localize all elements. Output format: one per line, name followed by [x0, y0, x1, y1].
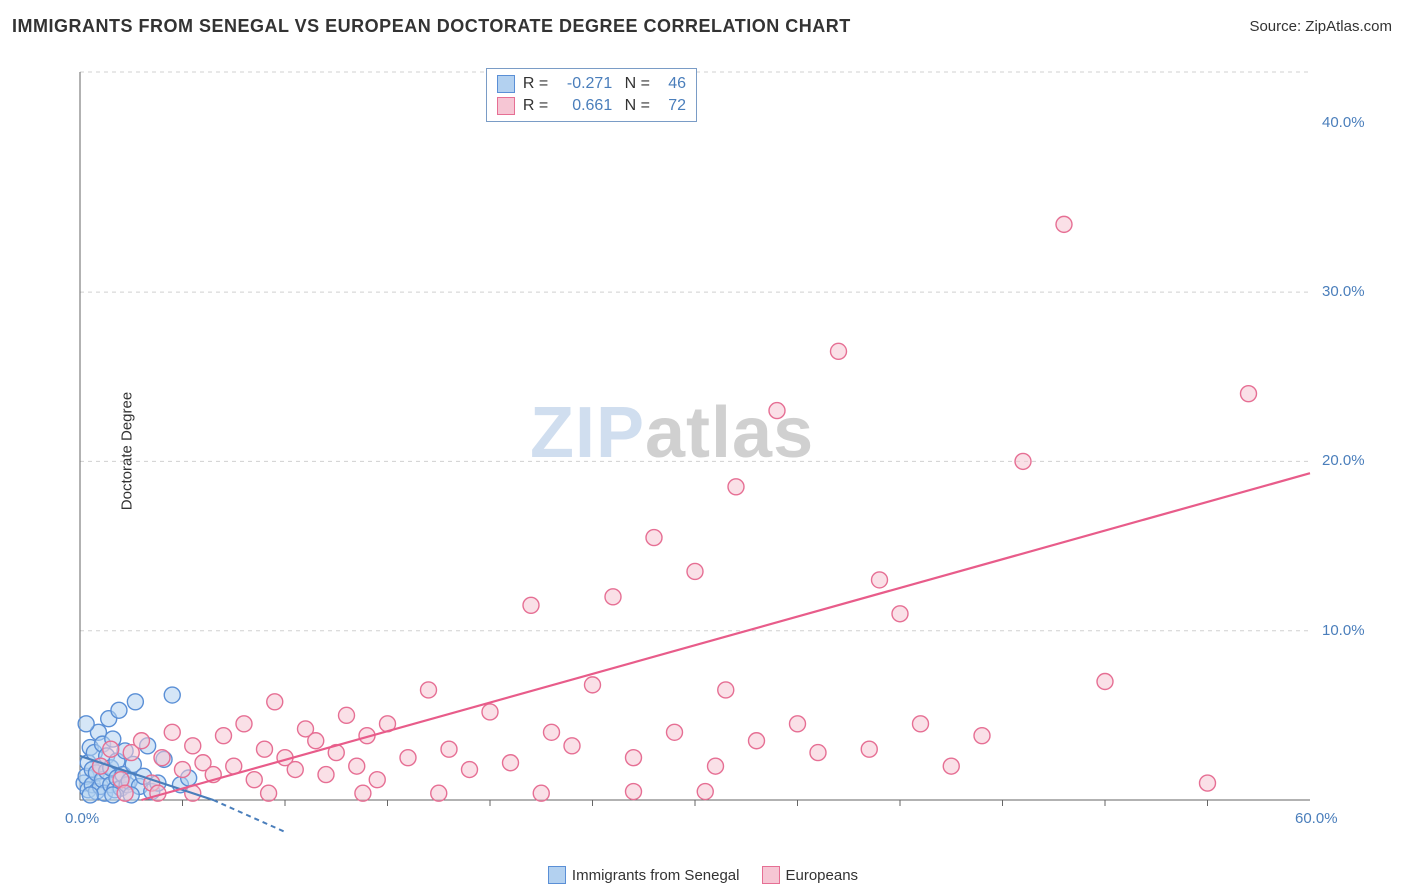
- y-tick-label: 20.0%: [1322, 452, 1365, 469]
- data-point-europeans: [1200, 775, 1216, 791]
- n-value-europeans: 72: [658, 95, 686, 117]
- data-point-europeans: [626, 784, 642, 800]
- data-point-europeans: [349, 758, 365, 774]
- data-point-europeans: [318, 767, 334, 783]
- data-point-europeans: [523, 597, 539, 613]
- data-point-europeans: [769, 403, 785, 419]
- data-point-europeans: [533, 785, 549, 801]
- n-value-senegal: 46: [658, 73, 686, 95]
- data-point-europeans: [667, 724, 683, 740]
- data-point-europeans: [482, 704, 498, 720]
- data-point-europeans: [355, 785, 371, 801]
- data-point-europeans: [974, 728, 990, 744]
- r-label: R =: [523, 95, 548, 117]
- data-point-europeans: [431, 785, 447, 801]
- data-point-europeans: [605, 589, 621, 605]
- chart-svg: [50, 62, 1380, 840]
- data-point-europeans: [626, 750, 642, 766]
- data-point-europeans: [246, 772, 262, 788]
- y-tick-label: 30.0%: [1322, 283, 1365, 300]
- data-point-europeans: [728, 479, 744, 495]
- n-label: N =: [620, 95, 650, 117]
- data-point-europeans: [134, 733, 150, 749]
- data-point-europeans: [749, 733, 765, 749]
- chart-title: IMMIGRANTS FROM SENEGAL VS EUROPEAN DOCT…: [12, 16, 851, 37]
- data-point-europeans: [708, 758, 724, 774]
- legend-row-senegal: R = -0.271 N = 46: [497, 73, 686, 95]
- y-axis-label: Doctorate Degree: [119, 392, 136, 510]
- data-point-europeans: [1015, 453, 1031, 469]
- data-point-europeans: [261, 785, 277, 801]
- r-label: R =: [523, 73, 548, 95]
- data-point-europeans: [810, 745, 826, 761]
- plot-area: Doctorate Degree ZIPatlas R = -0.271 N =…: [50, 62, 1380, 840]
- data-point-europeans: [585, 677, 601, 693]
- y-tick-label: 10.0%: [1322, 622, 1365, 639]
- data-point-europeans: [236, 716, 252, 732]
- data-point-europeans: [831, 343, 847, 359]
- data-point-europeans: [400, 750, 416, 766]
- data-point-europeans: [117, 785, 133, 801]
- data-point-europeans: [308, 733, 324, 749]
- legend-item-0: Immigrants from Senegal: [548, 866, 740, 884]
- legend-label: Immigrants from Senegal: [572, 867, 740, 884]
- correlation-legend: R = -0.271 N = 46 R = 0.661 N = 72: [486, 68, 697, 122]
- data-point-europeans: [790, 716, 806, 732]
- data-point-europeans: [687, 563, 703, 579]
- data-point-europeans: [544, 724, 560, 740]
- data-point-europeans: [421, 682, 437, 698]
- data-point-europeans: [872, 572, 888, 588]
- data-point-europeans: [564, 738, 580, 754]
- r-value-europeans: 0.661: [556, 95, 612, 117]
- data-point-europeans: [257, 741, 273, 757]
- x-tick-label: 60.0%: [1295, 810, 1338, 827]
- data-point-europeans: [441, 741, 457, 757]
- data-point-europeans: [646, 530, 662, 546]
- data-point-europeans: [175, 762, 191, 778]
- y-tick-label: 40.0%: [1322, 114, 1365, 131]
- data-point-senegal: [127, 694, 143, 710]
- legend-row-europeans: R = 0.661 N = 72: [497, 95, 686, 117]
- data-point-europeans: [462, 762, 478, 778]
- data-point-europeans: [216, 728, 232, 744]
- data-point-europeans: [861, 741, 877, 757]
- legend-swatch-senegal: [497, 75, 515, 93]
- series-legend: Immigrants from Senegal Europeans: [0, 866, 1406, 884]
- x-tick-label: 0.0%: [65, 810, 99, 827]
- data-point-europeans: [1097, 673, 1113, 689]
- data-point-senegal: [82, 787, 98, 803]
- data-point-senegal: [111, 702, 127, 718]
- legend-item-1: Europeans: [762, 866, 859, 884]
- legend-swatch-europeans: [497, 97, 515, 115]
- legend-label: Europeans: [786, 867, 859, 884]
- regression-line-europeans: [142, 473, 1311, 800]
- data-point-europeans: [697, 784, 713, 800]
- source-attribution: Source: ZipAtlas.com: [1249, 18, 1392, 35]
- legend-swatch-icon: [548, 866, 566, 884]
- data-point-europeans: [267, 694, 283, 710]
- data-point-europeans: [154, 750, 170, 766]
- data-point-europeans: [943, 758, 959, 774]
- data-point-senegal: [164, 687, 180, 703]
- data-point-europeans: [1241, 386, 1257, 402]
- legend-swatch-icon: [762, 866, 780, 884]
- data-point-europeans: [913, 716, 929, 732]
- data-point-europeans: [1056, 216, 1072, 232]
- data-point-europeans: [164, 724, 180, 740]
- data-point-senegal: [78, 716, 94, 732]
- data-point-europeans: [892, 606, 908, 622]
- data-point-europeans: [503, 755, 519, 771]
- data-point-europeans: [185, 738, 201, 754]
- n-label: N =: [620, 73, 650, 95]
- data-point-europeans: [718, 682, 734, 698]
- chart-container: IMMIGRANTS FROM SENEGAL VS EUROPEAN DOCT…: [0, 0, 1406, 892]
- data-point-europeans: [339, 707, 355, 723]
- data-point-europeans: [103, 741, 119, 757]
- regression-ext-senegal: [213, 800, 285, 832]
- data-point-europeans: [287, 762, 303, 778]
- r-value-senegal: -0.271: [556, 73, 612, 95]
- data-point-europeans: [369, 772, 385, 788]
